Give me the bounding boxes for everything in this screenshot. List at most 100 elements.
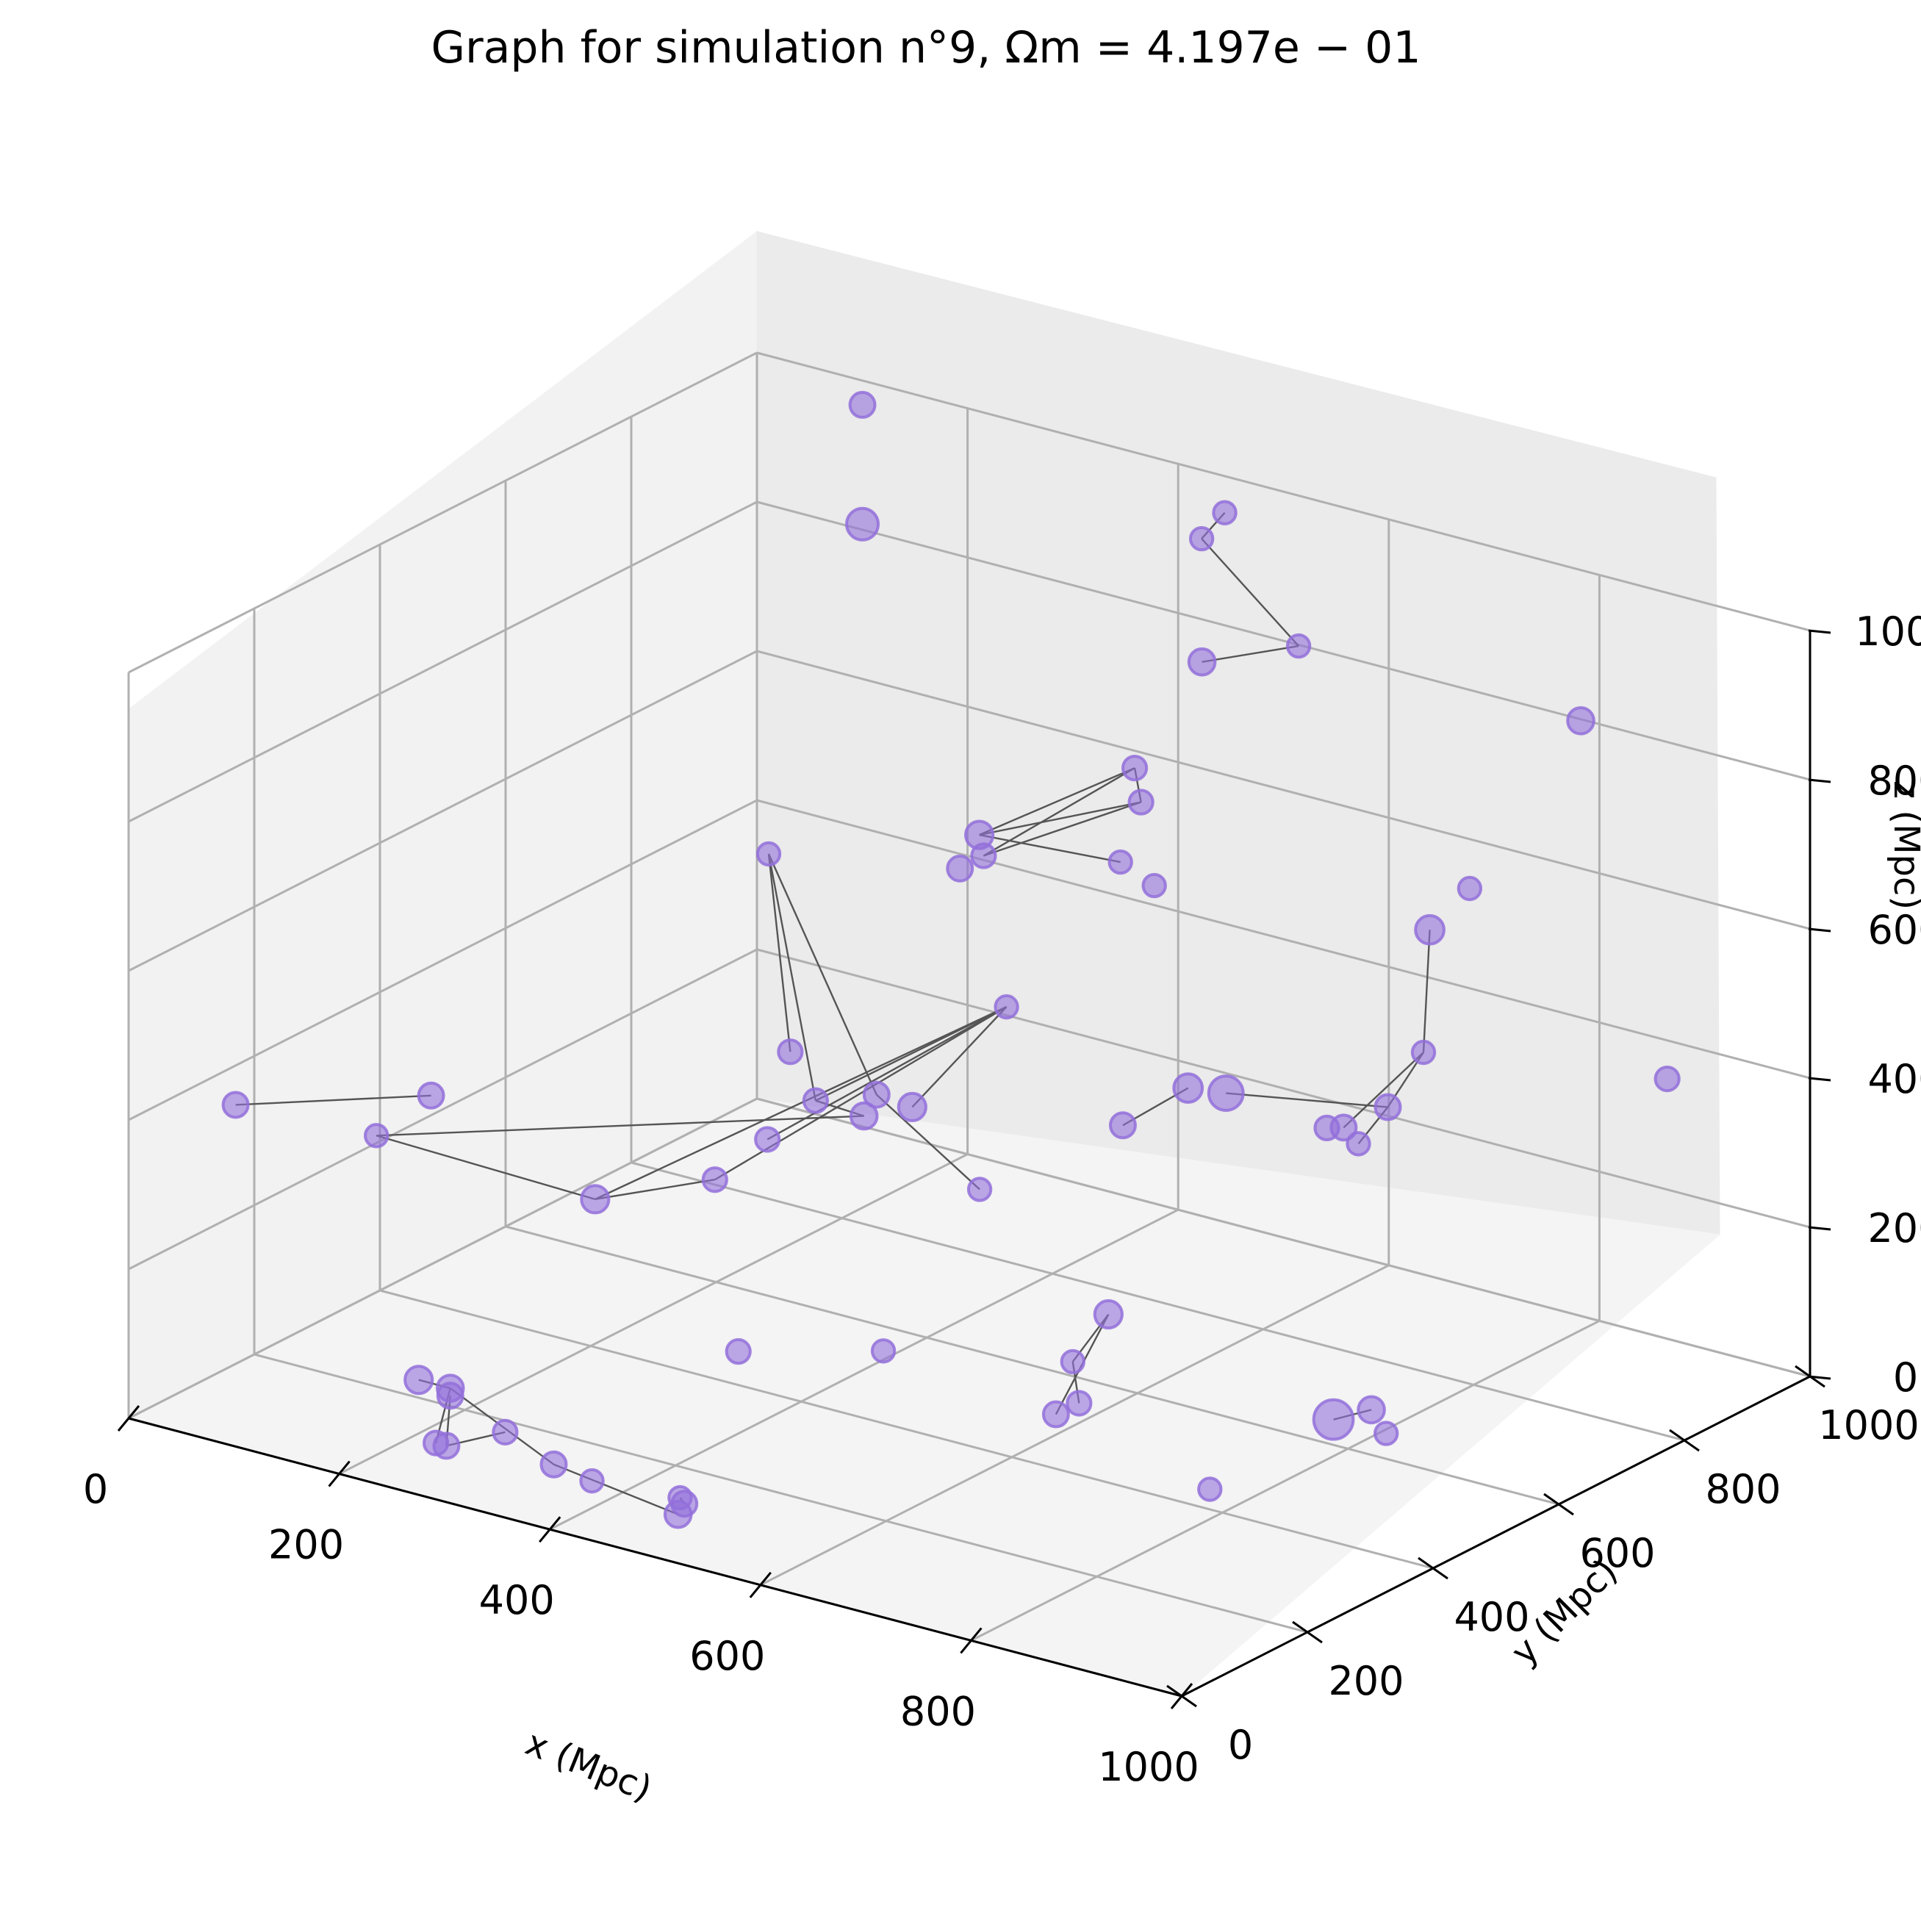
graph-node bbox=[1566, 705, 1595, 736]
y-tick-label: 800 bbox=[1705, 1466, 1781, 1512]
graph-edge bbox=[767, 853, 817, 1101]
graph-node bbox=[1066, 1390, 1093, 1417]
graph-node bbox=[1197, 1476, 1223, 1502]
graph-node bbox=[1060, 1349, 1085, 1375]
graph-node bbox=[1346, 1131, 1371, 1157]
x-tick bbox=[539, 1516, 561, 1543]
z-tick bbox=[1808, 1077, 1831, 1082]
graph-edge bbox=[235, 1094, 431, 1106]
graph-node bbox=[897, 1091, 927, 1123]
y-tick-label: 600 bbox=[1579, 1530, 1655, 1576]
graph-edge bbox=[979, 801, 1141, 836]
x-tick-label: 800 bbox=[900, 1688, 976, 1734]
y-tick-label: 1000 bbox=[1818, 1402, 1919, 1448]
z-tick-label: 600 bbox=[1867, 907, 1921, 953]
graph-node bbox=[849, 1101, 879, 1131]
grid-line-z-back bbox=[756, 351, 1811, 632]
graph-node bbox=[1313, 1114, 1340, 1142]
graph-node bbox=[417, 1081, 445, 1110]
graph-node bbox=[580, 1184, 611, 1215]
graph-node bbox=[1093, 1299, 1124, 1330]
graph-node bbox=[1410, 1039, 1437, 1066]
x-tick bbox=[117, 1405, 140, 1432]
graph-edge bbox=[1202, 644, 1299, 663]
graph-node bbox=[802, 1087, 829, 1114]
graph-node bbox=[539, 1450, 568, 1479]
z-tick-label: 200 bbox=[1867, 1205, 1921, 1252]
y-tick bbox=[1669, 1429, 1700, 1452]
grid-line-y-floor bbox=[631, 1161, 1685, 1442]
axes bbox=[117, 629, 1831, 1709]
z-tick bbox=[1808, 629, 1831, 634]
graph-edge bbox=[767, 853, 877, 1096]
graph-node bbox=[1285, 633, 1312, 659]
grid-line-y-floor bbox=[379, 1289, 1434, 1570]
graph-node bbox=[1041, 1400, 1070, 1429]
grid-line-z-back bbox=[756, 799, 1811, 1080]
grid-line-x-floor bbox=[549, 1208, 1179, 1531]
x-tick bbox=[960, 1627, 983, 1654]
graph-node bbox=[862, 1080, 891, 1109]
graph-node bbox=[777, 1038, 804, 1066]
graph-node bbox=[1127, 789, 1155, 816]
chart-title: Graph for simulation n°9, Ωm = 4.197e − … bbox=[431, 22, 1421, 73]
graph-node bbox=[492, 1418, 519, 1446]
tick-labels: 0 0 0 200 200 200 400 400 400 600 600 600 800 800 800 1… bbox=[83, 608, 1921, 1790]
z-tick-label: 400 bbox=[1867, 1056, 1921, 1102]
graph-node bbox=[1107, 849, 1133, 875]
graph-node bbox=[663, 1499, 693, 1529]
grid-line-z-back bbox=[756, 500, 1811, 781]
graph-node bbox=[845, 506, 880, 542]
graph-edge bbox=[1226, 1092, 1388, 1108]
grid-line-y-floor bbox=[505, 1225, 1559, 1506]
graph-node bbox=[1414, 913, 1446, 946]
y-tick bbox=[1543, 1493, 1574, 1516]
graph-node bbox=[432, 1432, 461, 1460]
graph-node bbox=[946, 854, 974, 883]
graph-edge bbox=[553, 1463, 679, 1515]
graph-edge bbox=[1343, 1052, 1424, 1129]
y-axis-line bbox=[1181, 1375, 1811, 1698]
graph-edge bbox=[911, 1006, 1008, 1108]
graph-node bbox=[754, 1126, 781, 1153]
graph-node bbox=[403, 1365, 434, 1396]
z-tick bbox=[1808, 927, 1831, 933]
graph-node bbox=[755, 841, 782, 867]
grid-line-z-left bbox=[128, 650, 758, 972]
graph-node bbox=[1357, 1395, 1386, 1425]
y-tick bbox=[1292, 1620, 1323, 1644]
y-tick bbox=[1795, 1365, 1825, 1388]
grid-line-z-left bbox=[128, 1097, 758, 1420]
graph-edge bbox=[1201, 538, 1299, 647]
z-axis-label: z (Mpc) bbox=[1886, 780, 1921, 910]
graph-node bbox=[1312, 1398, 1355, 1441]
graph-node bbox=[1207, 1074, 1245, 1113]
graph-node bbox=[1373, 1421, 1399, 1446]
graph-node bbox=[1187, 647, 1217, 677]
grid-line-z-back bbox=[756, 650, 1811, 930]
x-tick bbox=[328, 1460, 351, 1487]
graph-node bbox=[1108, 1111, 1137, 1140]
graph-node bbox=[848, 390, 877, 419]
graph-node bbox=[725, 1337, 752, 1365]
graph-node bbox=[436, 1382, 464, 1410]
y-tick-label: 400 bbox=[1454, 1594, 1529, 1640]
graph-node bbox=[870, 1338, 897, 1364]
graph-edge bbox=[766, 1006, 1008, 1141]
x-tick-label: 200 bbox=[268, 1522, 344, 1568]
x-tick-label: 0 bbox=[83, 1466, 108, 1512]
grid-line-x-floor bbox=[338, 1153, 969, 1475]
graph-node bbox=[1141, 872, 1167, 899]
z-tick-label: 800 bbox=[1867, 758, 1921, 804]
graph-edge bbox=[376, 1135, 596, 1201]
z-tick-label: 1000 bbox=[1855, 608, 1921, 655]
grid-line-z-back bbox=[756, 948, 1811, 1229]
graph-edge bbox=[979, 833, 1121, 863]
graph-node bbox=[1457, 875, 1483, 902]
grid-line-x-floor bbox=[760, 1264, 1390, 1587]
graph-node bbox=[1654, 1065, 1681, 1093]
y-tick bbox=[1418, 1556, 1448, 1580]
x-tick-label: 400 bbox=[479, 1577, 555, 1623]
graph-node bbox=[1172, 1072, 1204, 1104]
